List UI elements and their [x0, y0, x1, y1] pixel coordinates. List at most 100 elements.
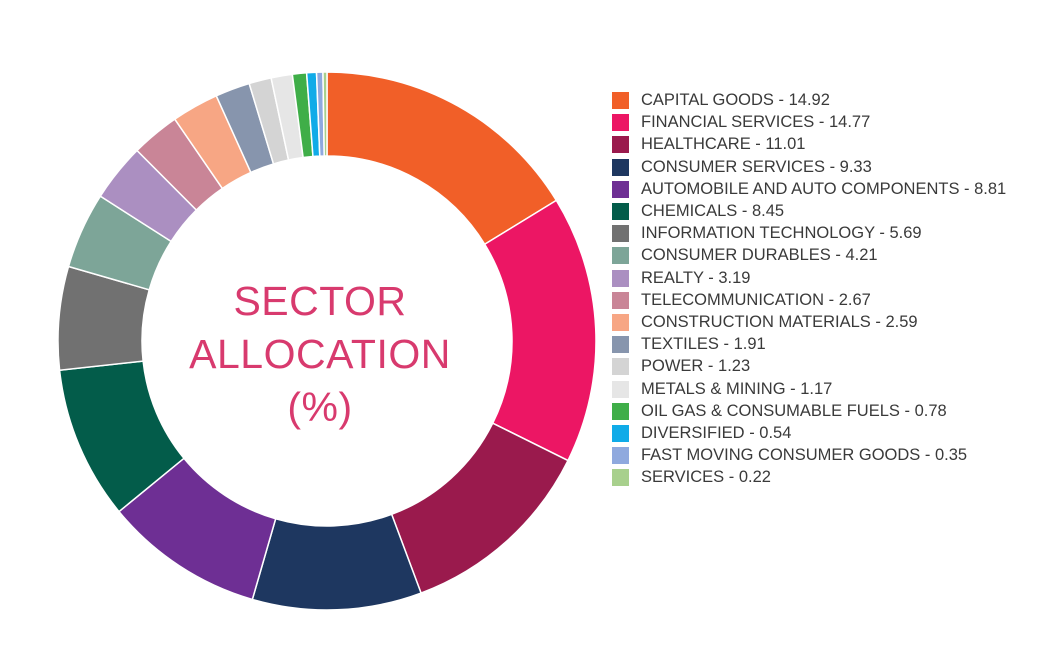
legend-swatch: [612, 92, 629, 109]
legend-label: POWER: [641, 357, 704, 376]
legend-separator: -: [785, 379, 801, 398]
legend-item: CONSUMER SERVICES - 9.33: [612, 156, 1052, 178]
legend-label: HEALTHCARE: [641, 135, 751, 154]
legend-label: CONSUMER SERVICES: [641, 157, 825, 176]
legend-label: INFORMATION TECHNOLOGY: [641, 224, 875, 243]
legend-label: REALTY: [641, 268, 704, 287]
legend-label: CONSUMER DURABLES: [641, 246, 831, 265]
legend-item: DIVERSIFIED - 0.54: [612, 422, 1052, 444]
legend-value: 9.33: [839, 157, 872, 176]
legend-separator: -: [870, 313, 886, 332]
legend-separator: -: [824, 157, 840, 176]
donut-chart-svg: [57, 71, 597, 611]
legend-item: INFORMATION TECHNOLOGY - 5.69: [612, 222, 1052, 244]
legend-value: 14.92: [788, 91, 830, 109]
legend-item: SERVICES - 0.22: [612, 466, 1052, 488]
donut-slice-services: [322, 71, 328, 157]
legend-label: OIL GAS & CONSUMABLE FUELS: [641, 401, 900, 420]
legend-swatch: [612, 158, 629, 176]
legend-swatch: [612, 358, 629, 376]
legend-item: HEALTHCARE - 11.01: [612, 133, 1052, 155]
chart-legend: CAPITAL GOODS - 14.92 FINANCIAL SERVICES …: [612, 89, 1052, 489]
legend-swatch: [612, 469, 629, 487]
legend-item: TEXTILES - 1.91: [612, 333, 1052, 355]
legend-swatch: [612, 136, 629, 154]
legend-label: DIVERSIFIED: [641, 424, 745, 443]
legend-separator: -: [773, 91, 789, 109]
legend-item: CONSUMER DURABLES - 4.21: [612, 244, 1052, 266]
chart-title-line-1: SECTOR: [233, 278, 407, 324]
legend-value: 8.81: [974, 179, 1007, 198]
legend-item: FINANCIAL SERVICES - 14.77: [612, 111, 1052, 133]
legend-separator: -: [724, 468, 739, 487]
legend-item: CAPITAL GOODS - 14.92: [612, 89, 1052, 111]
legend-value: 4.21: [845, 246, 878, 265]
legend-separator: -: [814, 113, 829, 132]
legend-separator: -: [744, 424, 760, 443]
legend-value: 0.35: [934, 446, 968, 465]
legend-separator: -: [750, 135, 766, 154]
legend-swatch: [612, 203, 629, 221]
legend-separator: -: [899, 401, 915, 420]
donut-slice-consumer-services: [251, 513, 423, 611]
legend-value: 0.78: [914, 401, 947, 420]
chart-title: SECTOR ALLOCATION (%): [170, 275, 470, 434]
legend-label: TEXTILES: [641, 335, 719, 354]
legend-item: TELECOMMUNICATION - 2.67: [612, 289, 1052, 311]
legend-label: CHEMICALS: [641, 202, 738, 221]
legend-separator: -: [920, 446, 935, 465]
legend-swatch: [612, 380, 629, 398]
legend-separator: -: [824, 290, 839, 309]
legend-label: AUTOMOBILE AND AUTO COMPONENTS: [641, 179, 960, 198]
legend-swatch: [612, 225, 629, 243]
legend-separator: -: [874, 224, 890, 243]
legend-value: 14.77: [828, 113, 871, 132]
legend-swatch: [612, 314, 629, 332]
legend-item: POWER - 1.23: [612, 355, 1052, 377]
legend-label: CONSTRUCTION MATERIALS: [641, 313, 871, 332]
legend-swatch: [612, 402, 629, 420]
legend-swatch: [612, 291, 629, 309]
legend-swatch: [612, 247, 629, 265]
legend-value: 1.91: [733, 335, 766, 354]
legend-value: 2.67: [838, 290, 871, 309]
legend-swatch: [612, 336, 629, 354]
legend-value: 1.17: [800, 379, 833, 398]
legend-item: OIL GAS & CONSUMABLE FUELS - 0.78: [612, 400, 1052, 422]
legend-separator: -: [703, 268, 719, 287]
legend-value: 2.59: [885, 313, 918, 332]
legend-label: FAST MOVING CONSUMER GOODS: [641, 446, 921, 465]
legend-value: 0.54: [759, 424, 792, 443]
legend-value: 11.01: [765, 135, 806, 154]
legend-value: 8.45: [751, 202, 785, 221]
legend-item: CONSTRUCTION MATERIALS - 2.59: [612, 311, 1052, 333]
legend-value: 3.19: [718, 268, 751, 287]
legend-swatch: [612, 114, 629, 132]
legend-separator: -: [959, 179, 975, 198]
donut-slice-healthcare: [390, 422, 569, 594]
legend-item: REALTY - 3.19: [612, 267, 1052, 289]
legend-label: TELECOMMUNICATION: [641, 290, 825, 309]
legend-value: 0.22: [738, 468, 771, 487]
legend-item: AUTOMOBILE AND AUTO COMPONENTS - 8.81: [612, 178, 1052, 200]
legend-value: 1.23: [718, 357, 751, 376]
chart-title-line-2: ALLOCATION: [189, 331, 451, 377]
legend-separator: -: [718, 335, 734, 354]
donut-slice-financial-services: [483, 199, 597, 462]
legend-item: CHEMICALS - 8.45: [612, 200, 1052, 222]
legend-label: SERVICES: [641, 468, 725, 487]
legend-swatch: [612, 269, 629, 287]
legend-swatch: [612, 425, 629, 443]
legend-item: FAST MOVING CONSUMER GOODS - 0.35: [612, 444, 1052, 466]
chart-title-line-3: (%): [287, 384, 353, 430]
legend-label: METALS & MINING: [641, 379, 786, 398]
legend-label: FINANCIAL SERVICES: [641, 113, 815, 132]
legend-item: METALS & MINING - 1.17: [612, 378, 1052, 400]
legend-separator: -: [830, 246, 846, 265]
legend-swatch: [612, 447, 629, 465]
legend-separator: -: [737, 202, 752, 221]
legend-separator: -: [703, 357, 719, 376]
legend-value: 5.69: [889, 224, 922, 243]
legend-label: CAPITAL GOODS: [641, 91, 774, 109]
donut-chart: SECTOR ALLOCATION (%): [57, 71, 597, 611]
